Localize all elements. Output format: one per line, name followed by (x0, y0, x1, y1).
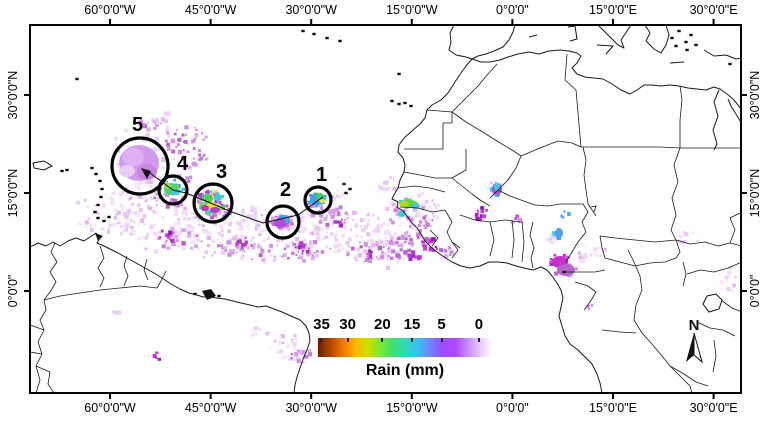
legend-tick (346, 338, 349, 342)
north-arrow-icon: N (686, 317, 703, 364)
lat-label-right: 30°0'0"N (747, 70, 762, 120)
coastlines (31, 26, 740, 392)
legend-value: 0 (474, 316, 484, 333)
lat-label-left: 15°0'0"N (5, 168, 20, 218)
storm-circle-3 (192, 182, 234, 224)
storm-track: 1 2 3 4 5 (110, 114, 333, 240)
lon-label-bottom: 45°0'0"W (184, 401, 237, 415)
lon-label-top: 15°0'0"W (386, 3, 438, 17)
storm-label-5: 5 (132, 114, 143, 136)
map-frame (29, 24, 742, 394)
lat-label-left: 0°0'0" (5, 274, 20, 308)
legend-value: 35 (313, 316, 330, 333)
lon-label-bottom: 15°0'0"W (386, 401, 438, 415)
legend-value: 5 (437, 316, 446, 333)
lon-label-bottom: 30°0'0"W (285, 401, 337, 415)
lon-label-top: 0°0'0" (496, 3, 529, 17)
track-line (149, 172, 324, 224)
lon-label-bottom: 0°0'0" (496, 401, 529, 415)
legend-value: 30 (339, 316, 356, 333)
legend-color-ramp (318, 338, 492, 357)
lon-label-top: 15°0'0"E (589, 3, 637, 17)
legend-title: Rain (mm) (365, 362, 445, 379)
storm-label-3: 3 (216, 161, 227, 183)
lon-label-top: 60°0'0"W (84, 3, 136, 17)
lon-label-bottom: 15°0'0"E (589, 401, 637, 415)
legend-tick (440, 338, 443, 342)
islands (32, 26, 732, 313)
storm-circle-4 (157, 174, 189, 206)
storm-circle-1 (303, 185, 333, 215)
storm-circle-5 (110, 136, 170, 196)
lat-label-right: 0°0'0" (747, 274, 762, 308)
track-arrow-head (141, 168, 151, 179)
storm-label-1: 1 (316, 164, 327, 186)
storm-label-4: 4 (177, 153, 189, 175)
legend-tick (320, 338, 323, 342)
legend-value: 20 (374, 316, 391, 333)
lon-label-bottom: 30°0'0"E (689, 401, 738, 415)
legend-value: 15 (403, 316, 421, 333)
legend-tick (381, 338, 384, 342)
rain-legend: 35 30 20 15 5 0 Rain (mm) (310, 317, 510, 391)
lon-label-top: 45°0'0"W (184, 3, 237, 17)
lat-label-right: 15°0'0"N (747, 168, 762, 218)
lat-label-left: 30°0'0"N (5, 70, 20, 120)
north-arrow-label: N (689, 317, 700, 334)
graticule-ticks (24, 19, 747, 399)
lon-label-top: 30°0'0"W (285, 3, 337, 17)
legend-tick (477, 338, 480, 342)
lon-label-top: 30°0'0"E (689, 3, 738, 17)
legend-tick (410, 338, 413, 342)
map-content: 1 2 3 4 5 N (31, 26, 740, 392)
storm-label-2: 2 (280, 179, 291, 201)
lon-label-bottom: 60°0'0"W (84, 401, 136, 415)
storm-circle-2 (265, 204, 301, 240)
country-borders (31, 53, 740, 392)
